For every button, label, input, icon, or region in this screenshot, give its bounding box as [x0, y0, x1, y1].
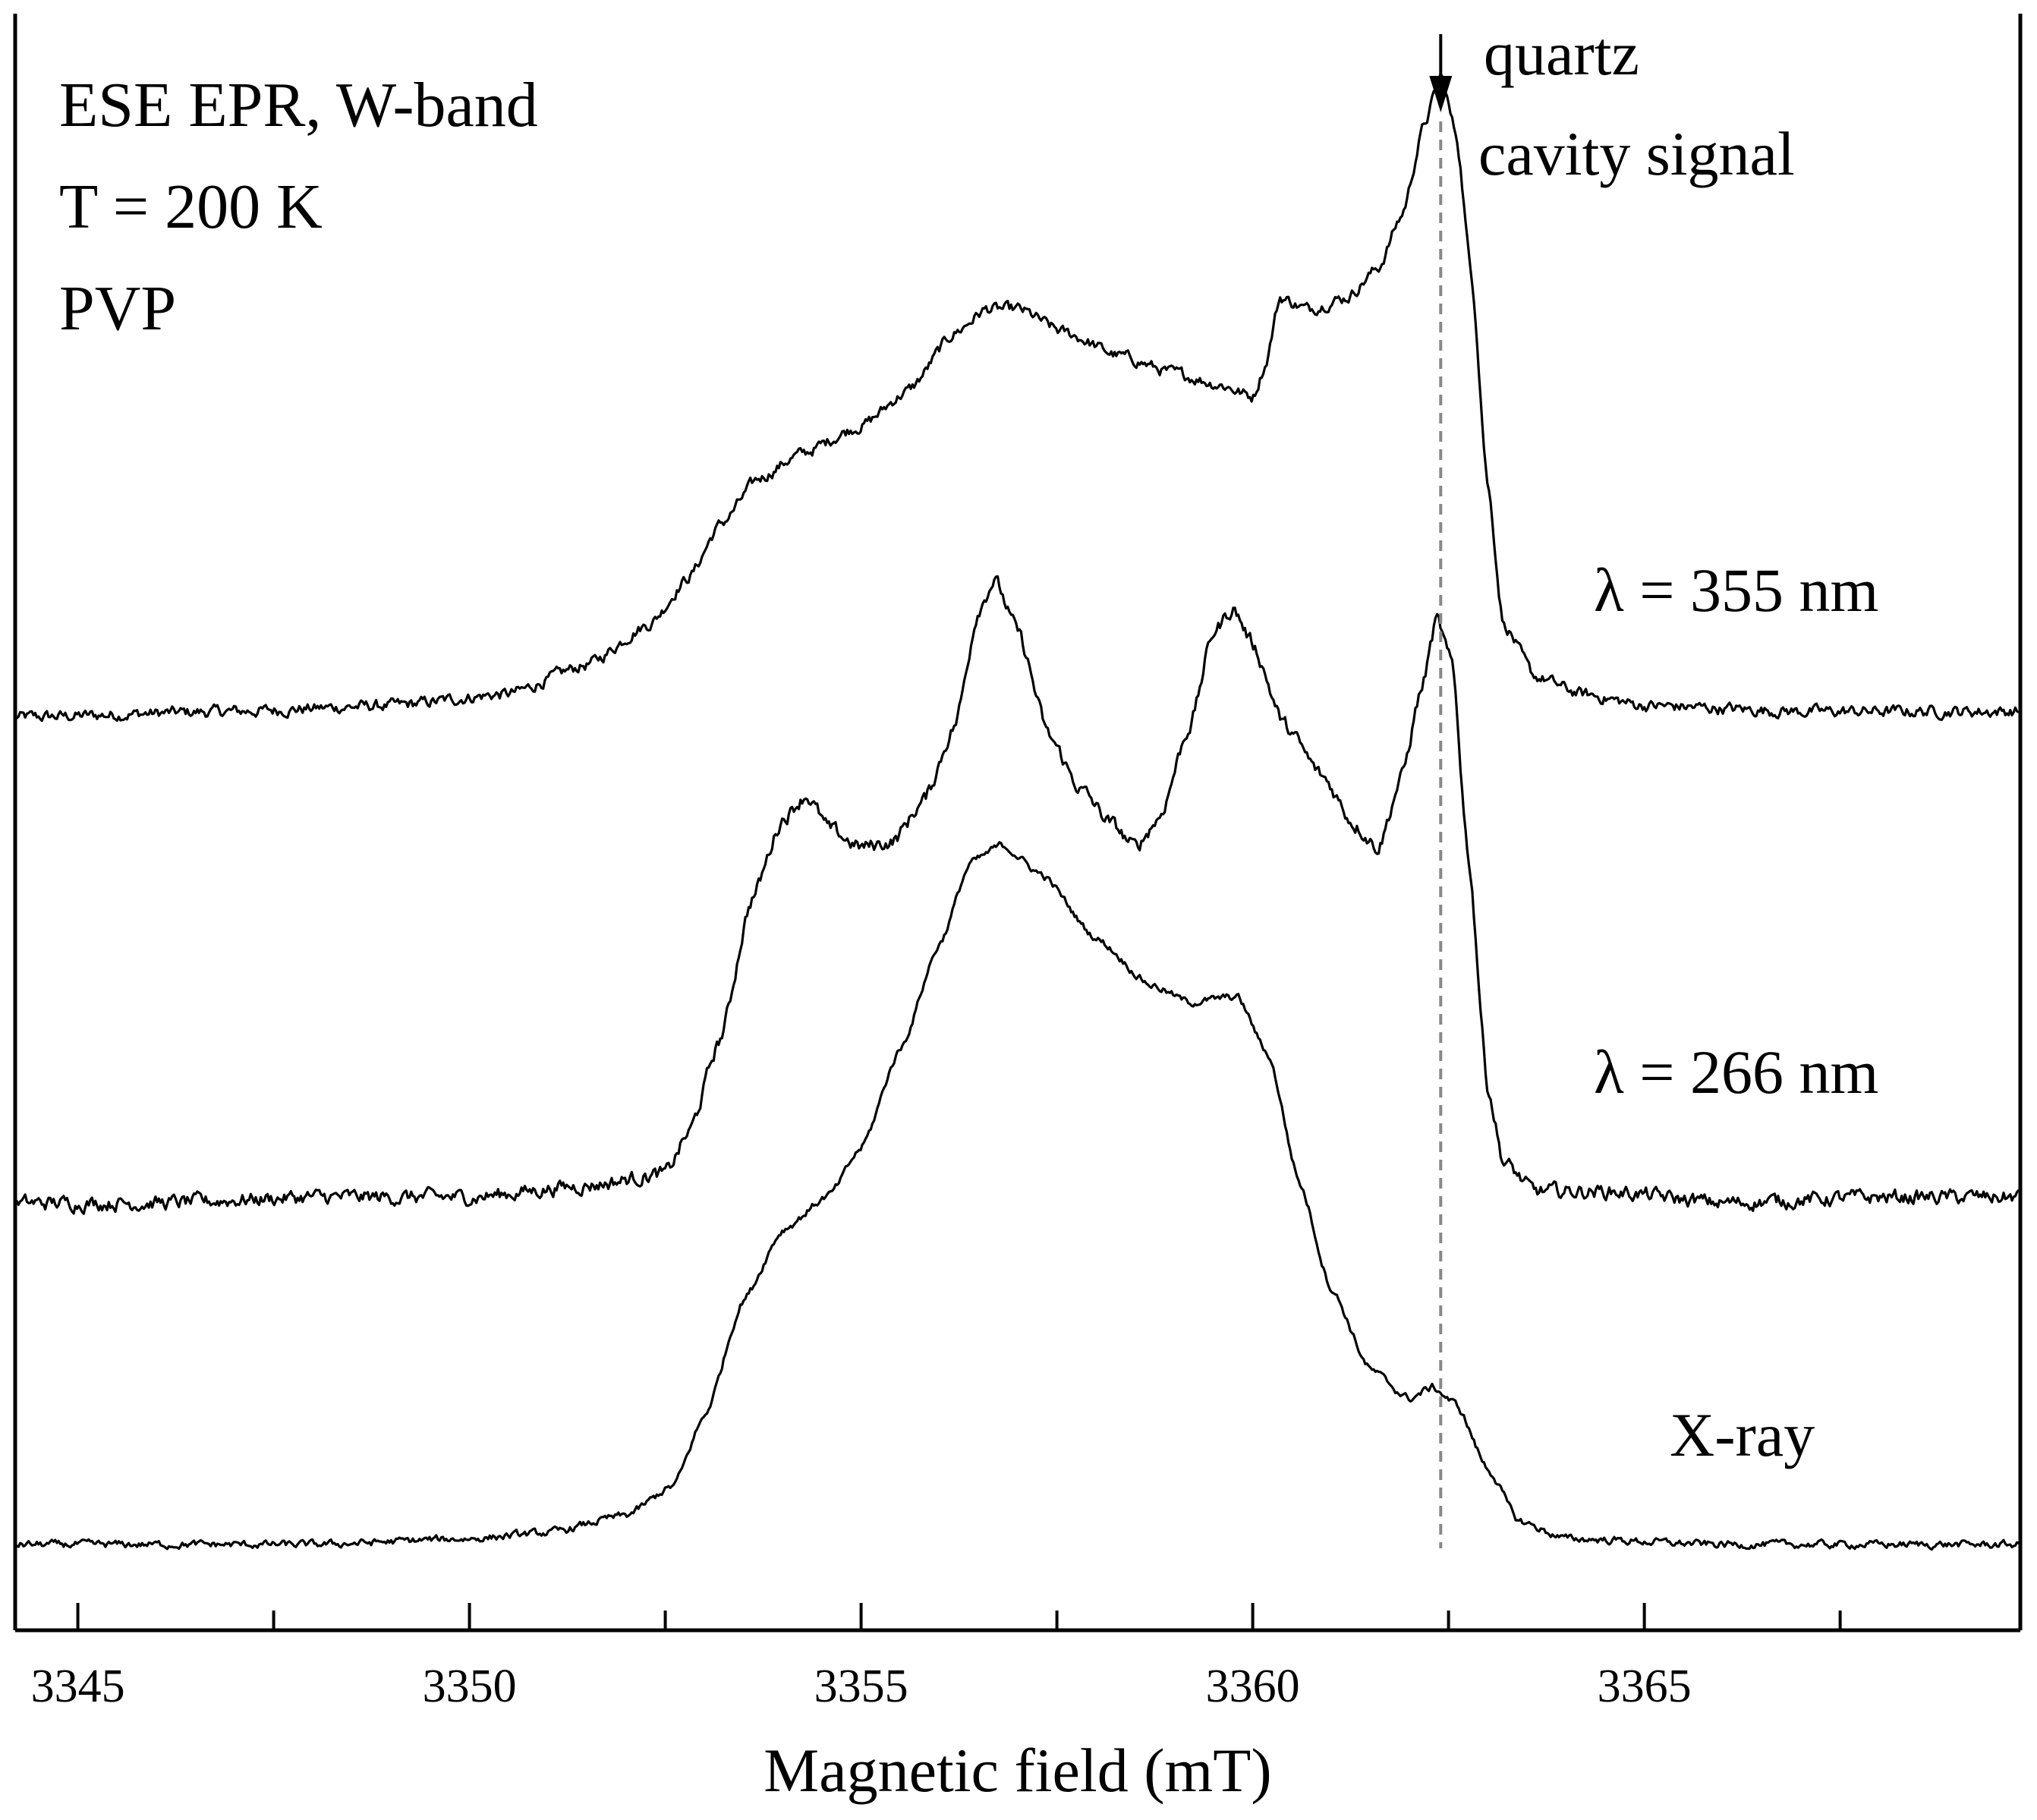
info-line-temperature: T = 200 K	[59, 172, 323, 242]
trace-series-1	[14, 575, 2022, 1215]
annotation-line-1: quartz	[1484, 19, 1639, 88]
x-tick-label: 3345	[31, 1661, 125, 1712]
x-tick-label: 3350	[423, 1661, 517, 1712]
x-tick-label: 3365	[1598, 1661, 1692, 1712]
trace-series-0	[14, 72, 2021, 723]
trace-series-2	[14, 841, 2021, 1551]
info-line-sample: PVP	[59, 273, 176, 344]
measurement-info: ESE EPR, W-band T = 200 K PVP	[59, 70, 538, 344]
series-labels: λ = 355 nm λ = 266 nm X-ray	[1594, 556, 1878, 1469]
x-tick-label: 3355	[814, 1661, 908, 1712]
plot-frame	[13, 14, 2023, 1633]
x-tick-label: 3360	[1206, 1661, 1300, 1712]
x-axis-ticks: 3345 3350 3355 3360 3365	[31, 1603, 1842, 1712]
quartz-annotation: quartz cavity signal	[1429, 19, 1795, 1548]
series-label-355nm: λ = 355 nm	[1594, 556, 1878, 625]
x-axis-title: Magnetic field (mT)	[763, 1736, 1271, 1805]
info-line-technique: ESE EPR, W-band	[59, 70, 538, 140]
series-label-266nm: λ = 266 nm	[1594, 1038, 1878, 1107]
series-label-xray: X-ray	[1670, 1400, 1815, 1469]
annotation-line-2: cavity signal	[1478, 119, 1795, 188]
spectra-traces	[14, 72, 2022, 1551]
down-arrow-icon	[1429, 76, 1453, 112]
